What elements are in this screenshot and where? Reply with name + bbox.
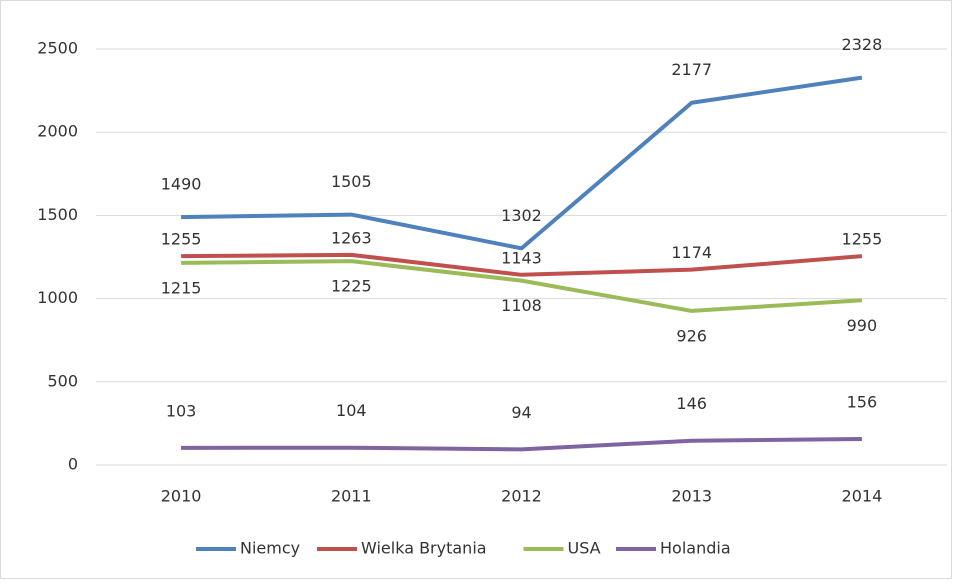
data-label: 146 [676,394,707,413]
data-label: 1505 [331,172,372,191]
series-line [181,437,862,452]
data-label: 1174 [671,243,712,262]
series-line [181,259,863,313]
y-tick-label: 1000 [37,288,78,307]
y-tick-label: 0 [68,455,78,474]
y-tick-label: 500 [47,371,78,390]
data-label: 1490 [161,175,202,194]
y-tick-label: 1500 [37,205,78,224]
data-label: 156 [847,393,878,412]
x-tick-label: 2014 [842,487,883,506]
y-tick-label: 2000 [37,122,78,141]
data-label: 1255 [161,230,202,249]
series-line [181,75,863,251]
data-label: 104 [336,401,367,420]
data-label: 990 [847,316,878,335]
data-label: 1108 [501,296,542,315]
data-label: 2328 [842,35,883,54]
legend-label: Holandia [660,539,731,558]
x-tick-label: 2013 [671,487,712,506]
legend-label: USA [568,539,601,558]
data-label: 1302 [501,206,542,225]
data-label: 94 [511,403,531,422]
data-label: 1225 [331,277,372,296]
data-label: 1143 [501,248,542,267]
legend-label: Niemcy [240,539,300,558]
legend-label: Wielka Brytania [361,539,487,558]
x-tick-label: 2012 [501,487,542,506]
y-tick-label: 2500 [37,39,78,58]
data-label: 926 [676,326,707,345]
data-label: 103 [166,401,197,420]
x-tick-label: 2011 [331,487,372,506]
series-line [181,252,863,277]
data-label: 1263 [331,228,372,247]
data-label: 1255 [842,230,883,249]
data-label: 1215 [161,278,202,297]
x-tick-label: 2010 [161,487,202,506]
data-label: 2177 [671,60,712,79]
